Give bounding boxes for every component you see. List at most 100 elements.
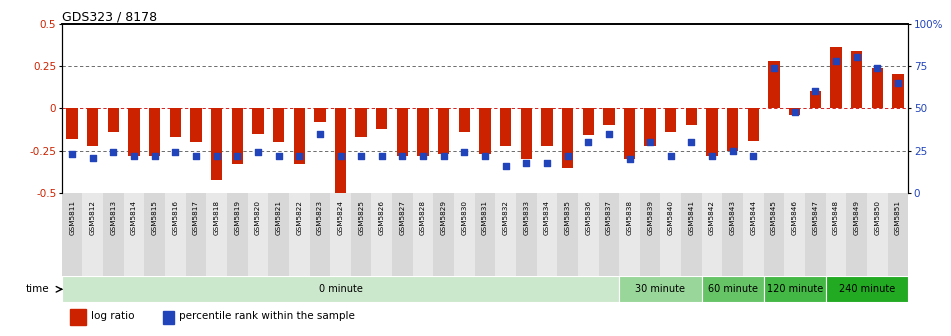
Bar <box>165 193 185 276</box>
Text: GSM5826: GSM5826 <box>378 200 385 235</box>
Text: GSM5818: GSM5818 <box>214 200 220 235</box>
Bar <box>413 193 434 276</box>
Text: GSM5828: GSM5828 <box>420 200 426 235</box>
Bar <box>62 193 83 276</box>
Bar <box>206 193 227 276</box>
Point <box>312 131 327 136</box>
Point <box>395 153 410 159</box>
Bar <box>851 51 863 108</box>
Text: GSM5817: GSM5817 <box>193 200 199 235</box>
Bar <box>128 108 140 156</box>
Text: GSM5825: GSM5825 <box>359 200 364 235</box>
Point <box>126 153 142 159</box>
Bar <box>686 108 697 125</box>
Text: GSM5833: GSM5833 <box>523 200 530 235</box>
Bar <box>124 193 145 276</box>
Bar <box>578 193 598 276</box>
Text: 0 minute: 0 minute <box>319 284 362 294</box>
Point <box>333 153 348 159</box>
Bar <box>702 276 764 302</box>
Point <box>86 155 101 160</box>
Point <box>705 153 720 159</box>
Text: GSM5850: GSM5850 <box>874 200 881 235</box>
Text: GSM5824: GSM5824 <box>338 200 343 235</box>
Bar <box>103 193 124 276</box>
Bar <box>562 108 573 168</box>
Bar <box>723 193 743 276</box>
Bar <box>309 193 330 276</box>
Point <box>209 153 224 159</box>
Text: GSM5851: GSM5851 <box>895 200 901 235</box>
Bar <box>252 108 263 134</box>
Bar <box>887 193 908 276</box>
Text: GSM5815: GSM5815 <box>152 200 158 235</box>
Text: GSM5842: GSM5842 <box>709 200 715 235</box>
Bar <box>70 308 86 325</box>
Point <box>292 153 307 159</box>
Bar <box>356 108 367 137</box>
Bar <box>645 108 656 146</box>
Bar <box>830 47 842 108</box>
Bar <box>707 108 718 156</box>
Bar <box>232 108 243 164</box>
Bar <box>500 108 512 146</box>
Bar <box>598 193 619 276</box>
Point <box>622 157 637 162</box>
Point <box>767 65 782 70</box>
Point <box>374 153 389 159</box>
Text: 60 minute: 60 minute <box>708 284 758 294</box>
Bar <box>149 108 161 156</box>
Text: 240 minute: 240 minute <box>839 284 895 294</box>
Bar <box>619 193 640 276</box>
Bar <box>520 108 532 159</box>
Point <box>787 109 803 115</box>
Bar <box>314 108 325 122</box>
Bar <box>335 108 346 197</box>
Bar <box>475 193 495 276</box>
Text: GSM5843: GSM5843 <box>729 200 736 235</box>
Text: GSM5820: GSM5820 <box>255 200 261 235</box>
Bar <box>603 108 614 125</box>
Point <box>725 148 740 154</box>
Bar <box>809 91 821 108</box>
Point <box>581 139 596 145</box>
Bar <box>747 108 759 140</box>
Text: GSM5846: GSM5846 <box>791 200 798 235</box>
Point <box>354 153 369 159</box>
Point <box>828 58 844 64</box>
Bar <box>768 61 780 108</box>
Bar <box>83 193 103 276</box>
Bar <box>479 108 491 154</box>
Bar <box>743 193 764 276</box>
Point <box>518 160 534 165</box>
Bar <box>62 276 619 302</box>
Point <box>890 80 905 86</box>
Bar <box>227 193 247 276</box>
Point <box>456 150 472 155</box>
Text: GSM5827: GSM5827 <box>399 200 405 235</box>
Bar <box>825 276 908 302</box>
Text: GSM5832: GSM5832 <box>503 200 509 235</box>
Bar <box>541 108 553 146</box>
Bar <box>397 108 408 156</box>
Point <box>167 150 183 155</box>
Bar <box>764 193 785 276</box>
Bar <box>458 108 470 132</box>
Bar <box>624 108 635 159</box>
Bar <box>764 276 825 302</box>
Bar <box>185 193 206 276</box>
Text: GSM5841: GSM5841 <box>689 200 694 235</box>
Text: GSM5836: GSM5836 <box>585 200 592 235</box>
Text: percentile rank within the sample: percentile rank within the sample <box>179 311 355 321</box>
Text: GSM5816: GSM5816 <box>172 200 179 235</box>
Text: GSM5838: GSM5838 <box>627 200 632 235</box>
Text: GSM5837: GSM5837 <box>606 200 611 235</box>
Bar <box>702 193 723 276</box>
Bar <box>273 108 284 142</box>
Bar <box>438 108 450 154</box>
Point <box>477 153 493 159</box>
Bar <box>619 276 702 302</box>
Text: GSM5814: GSM5814 <box>131 200 137 235</box>
Bar <box>351 193 372 276</box>
Bar <box>557 193 578 276</box>
